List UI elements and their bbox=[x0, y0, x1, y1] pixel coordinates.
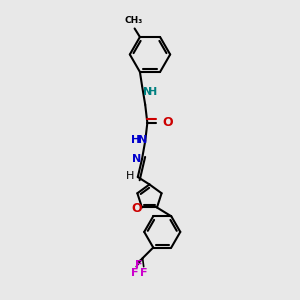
Text: CH₃: CH₃ bbox=[124, 16, 143, 25]
Text: O: O bbox=[131, 202, 142, 215]
Text: N: N bbox=[139, 135, 148, 145]
Text: F: F bbox=[131, 268, 139, 278]
Text: N: N bbox=[143, 87, 152, 97]
Text: H: H bbox=[148, 87, 158, 97]
Text: N: N bbox=[132, 154, 141, 164]
Text: O: O bbox=[162, 116, 173, 129]
Text: F: F bbox=[140, 268, 147, 278]
Text: H: H bbox=[126, 171, 134, 181]
Text: H: H bbox=[131, 135, 140, 145]
Text: F: F bbox=[135, 260, 142, 270]
